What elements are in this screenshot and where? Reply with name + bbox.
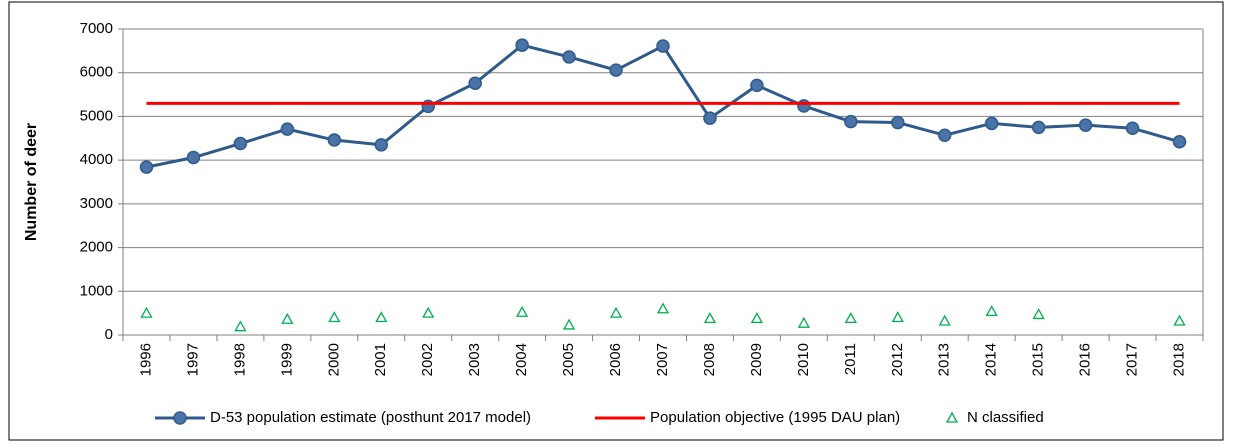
x-tick-label: 2007 — [654, 343, 671, 376]
y-tick-label: 5000 — [80, 107, 113, 124]
marker — [374, 138, 389, 152]
x-tick-label: 1996 — [137, 343, 154, 376]
marker — [1032, 308, 1045, 320]
marker — [938, 314, 951, 326]
marker — [562, 318, 576, 330]
marker — [703, 111, 717, 125]
marker — [984, 116, 999, 131]
x-tick-label: 2016 — [1077, 343, 1094, 376]
y-tick-label: 6000 — [80, 64, 113, 81]
marker — [1031, 120, 1046, 135]
x-tick-label: 1999 — [278, 343, 295, 376]
x-tick-label: 2003 — [466, 343, 483, 376]
marker — [750, 78, 764, 93]
x-tick-label: 2005 — [560, 343, 577, 376]
x-tick-label: 1998 — [231, 343, 248, 376]
marker — [844, 114, 858, 129]
marker — [937, 128, 952, 142]
x-tick-label: 2017 — [1124, 343, 1141, 376]
y-tick-label: 7000 — [80, 20, 113, 37]
marker — [139, 160, 154, 174]
marker — [656, 39, 670, 53]
marker — [797, 316, 810, 328]
marker — [234, 320, 247, 332]
y-axis-label: Number of deer — [23, 123, 40, 241]
marker — [750, 312, 764, 324]
marker — [609, 306, 623, 318]
marker — [233, 136, 248, 151]
y-tick-label: 3000 — [80, 195, 113, 212]
x-tick-label: 2004 — [513, 343, 530, 376]
x-tick-label: 2010 — [795, 343, 812, 376]
x-tick-label: 1997 — [184, 343, 201, 376]
y-tick-label: 1000 — [80, 282, 113, 299]
y-tick-label: 4000 — [80, 151, 113, 168]
marker — [656, 302, 670, 314]
legend-label: N classified — [967, 409, 1044, 426]
marker — [516, 305, 529, 317]
x-tick-label: 2001 — [372, 343, 389, 376]
marker — [280, 122, 295, 136]
marker — [1125, 121, 1140, 135]
marker — [1078, 118, 1093, 132]
y-tick-label: 2000 — [80, 239, 113, 256]
x-tick-label: 2006 — [607, 343, 624, 376]
x-tick-label: 2015 — [1030, 343, 1047, 376]
marker — [327, 133, 342, 147]
marker — [1173, 314, 1186, 326]
marker — [281, 312, 294, 324]
x-tick-label: 2011 — [842, 343, 859, 375]
x-tick-label: 2002 — [419, 343, 436, 376]
x-tick-label: 2012 — [889, 343, 906, 376]
x-tick-label: 2014 — [983, 343, 1000, 376]
legend-marker — [173, 411, 187, 425]
marker — [375, 311, 388, 323]
legend-marker — [945, 411, 959, 423]
marker — [422, 306, 435, 318]
marker — [891, 115, 905, 130]
marker — [562, 50, 576, 64]
x-tick-label: 2013 — [936, 343, 953, 376]
marker — [186, 150, 201, 165]
marker — [797, 99, 811, 113]
marker — [140, 306, 153, 318]
marker — [703, 312, 717, 324]
marker — [328, 311, 341, 323]
marker — [1172, 135, 1187, 149]
marker — [609, 63, 623, 77]
marker — [468, 76, 482, 90]
x-tick-label: 2009 — [748, 343, 765, 376]
chart-border — [8, 1, 1224, 441]
x-tick-label: 2000 — [325, 343, 342, 376]
x-tick-label: 2008 — [701, 343, 718, 376]
marker — [844, 312, 857, 324]
series-line — [146, 43, 1180, 169]
legend-label: D-53 population estimate (posthunt 2017 … — [210, 409, 531, 426]
marker — [891, 311, 904, 323]
marker — [515, 38, 529, 52]
x-tick-label: 2018 — [1170, 343, 1187, 376]
y-tick-label: 0 — [105, 326, 113, 343]
marker — [985, 305, 998, 317]
legend-label: Population objective (1995 DAU plan) — [650, 409, 900, 426]
